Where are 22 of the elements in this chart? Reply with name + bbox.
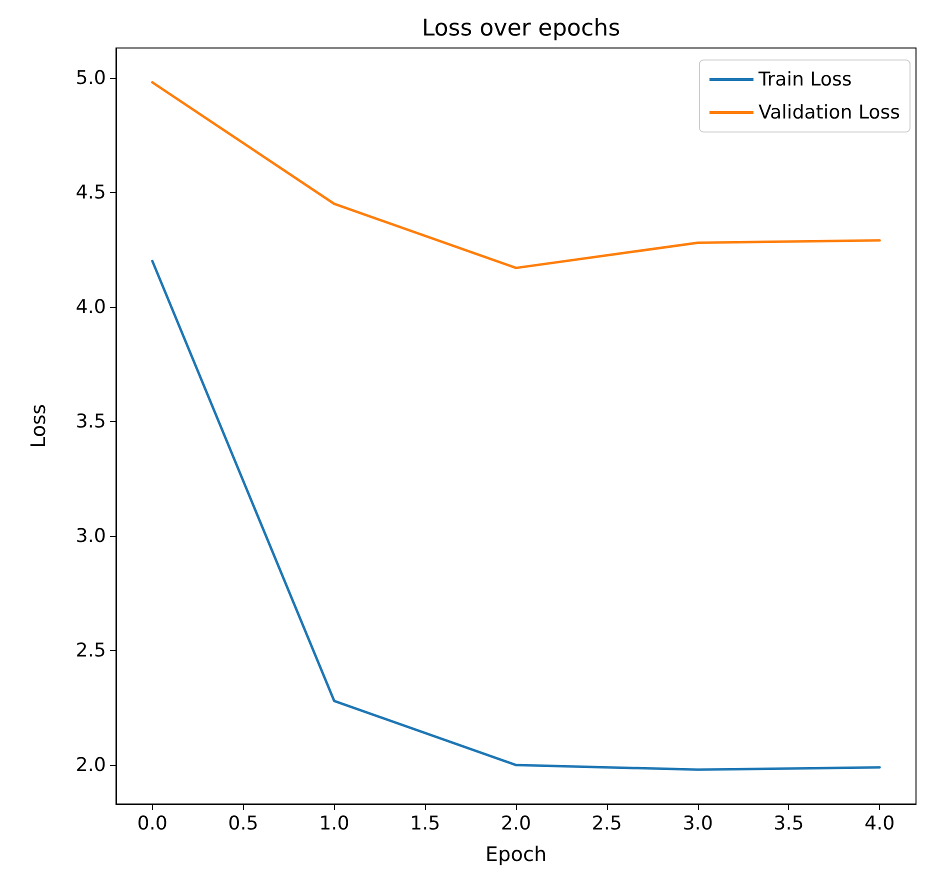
x-tick-label: 1.5: [410, 812, 440, 834]
x-tick-label: 0.5: [228, 812, 258, 834]
y-tick-label: 3.5: [76, 410, 106, 432]
chart-title: Loss over epochs: [422, 16, 620, 42]
legend-label: Validation Loss: [758, 102, 900, 124]
x-tick-label: 3.0: [682, 812, 713, 834]
y-tick-label: 2.0: [76, 754, 106, 776]
x-tick-label: 4.0: [864, 812, 895, 834]
y-tick-label: 4.5: [76, 181, 106, 204]
y-tick-label: 3.0: [76, 524, 106, 547]
x-tick-label: 2.5: [592, 812, 622, 834]
x-axis-title: Epoch: [485, 842, 547, 866]
legend-label: Train Loss: [757, 68, 852, 90]
line-series: [151, 260, 881, 771]
x-tick-label: 3.5: [774, 812, 804, 834]
y-tick-label: 2.5: [76, 640, 106, 662]
x-tick-label: 1.0: [319, 812, 350, 834]
x-tick-label: 2.0: [500, 812, 532, 834]
x-tick-label: 0.0: [137, 812, 168, 834]
y-tick-label: 5.0: [76, 66, 106, 89]
y-tick-label: 4.0: [76, 296, 106, 318]
y-axis-title: Loss: [26, 404, 50, 448]
